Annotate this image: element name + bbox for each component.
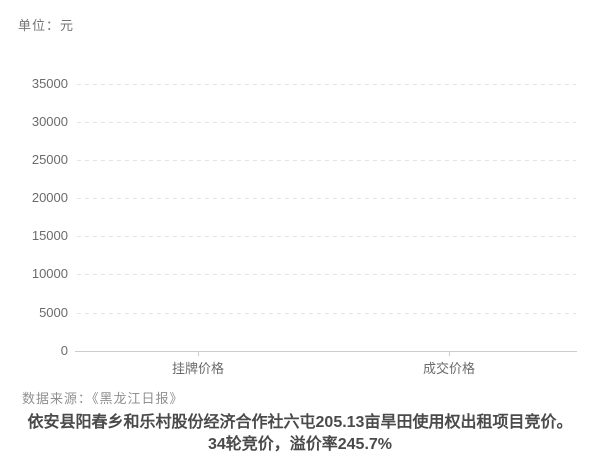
x-axis-tick: [449, 351, 450, 356]
y-tick-label: 35000: [31, 76, 68, 91]
gridline: [77, 122, 576, 123]
x-axis-line: [75, 351, 577, 352]
chart-caption: 依安县阳春乡和乐村股份经济合作社六屯205.13亩旱田使用权出租项目竞价。 34…: [0, 412, 600, 456]
caption-line-1: 依安县阳春乡和乐村股份经济合作社六屯205.13亩旱田使用权出租项目竞价。: [27, 414, 573, 431]
gridline: [77, 198, 576, 199]
y-tick-label: 15000: [31, 228, 68, 243]
source-note: 数据来源：《黑龙江日报》: [22, 391, 184, 406]
caption-line-2: 34轮竞价，溢价率245.7%: [207, 436, 393, 453]
y-tick-label: 0: [60, 343, 68, 358]
gridline: [77, 84, 576, 85]
x-category-label: 成交价格: [422, 361, 475, 376]
y-tick-label: 30000: [31, 114, 68, 129]
x-category-label: 挂牌价格: [171, 361, 224, 376]
gridline: [77, 313, 576, 314]
y-tick-label: 10000: [31, 266, 68, 281]
unit-label: 单位：元: [18, 18, 75, 33]
y-tick-label: 5000: [39, 305, 68, 320]
y-tick-label: 25000: [31, 152, 68, 167]
x-axis-tick: [198, 351, 199, 356]
gridline: [77, 160, 576, 161]
y-tick-label: 20000: [31, 190, 68, 205]
gridline: [77, 274, 576, 275]
gridline: [77, 236, 576, 237]
